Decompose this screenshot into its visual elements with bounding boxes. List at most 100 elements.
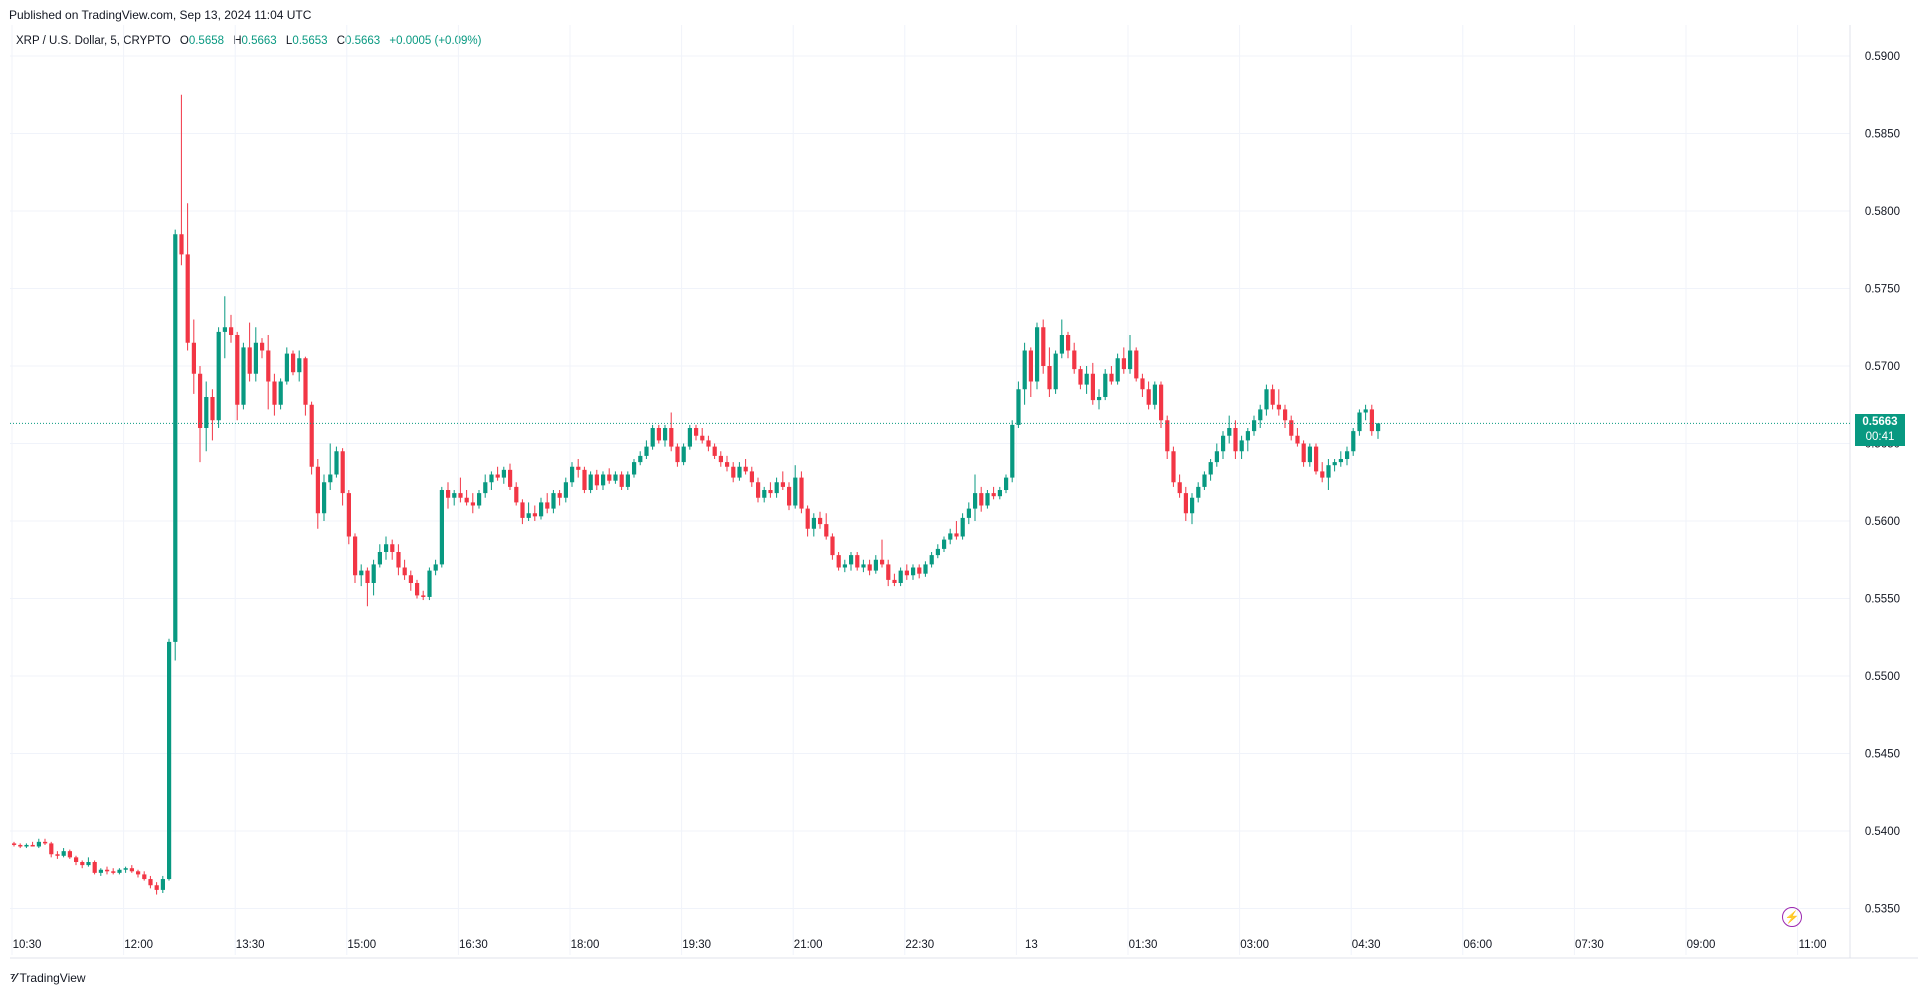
- candle: [353, 533, 358, 583]
- candle: [402, 559, 407, 580]
- candle: [204, 381, 209, 452]
- symbol-name[interactable]: XRP / U.S. Dollar, 5, CRYPTO: [16, 35, 171, 47]
- candle: [185, 203, 190, 351]
- candle-body: [1115, 358, 1120, 382]
- candle-body: [1059, 335, 1064, 354]
- candle: [991, 486, 996, 500]
- candle: [1140, 373, 1145, 397]
- y-tick-label: 0.5550: [1865, 594, 1900, 606]
- candle: [1369, 404, 1374, 436]
- x-tick-label: 13:30: [236, 939, 265, 951]
- x-tick-label: 16:30: [459, 939, 488, 951]
- candle: [1295, 428, 1300, 447]
- candle-body: [1295, 435, 1300, 444]
- candle: [1084, 366, 1089, 394]
- candle-body: [973, 493, 978, 509]
- candle: [700, 428, 705, 444]
- candle-body: [24, 844, 29, 847]
- open-label: O: [179, 35, 189, 47]
- candle: [830, 533, 835, 560]
- candle-body: [111, 871, 116, 873]
- y-tick-label: 0.5750: [1865, 284, 1900, 296]
- candle: [105, 866, 110, 875]
- candle-body: [222, 327, 227, 332]
- candle: [1283, 404, 1288, 428]
- candle-body: [18, 844, 23, 847]
- candle: [1028, 347, 1033, 397]
- candle: [508, 463, 513, 490]
- candle-body: [117, 869, 122, 873]
- candle: [532, 505, 537, 521]
- candle-body: [408, 575, 413, 583]
- candle: [1338, 451, 1343, 467]
- candle-body: [756, 482, 761, 498]
- candle: [235, 331, 240, 421]
- candle-body: [49, 843, 54, 855]
- candle: [489, 471, 494, 490]
- candle-body: [774, 482, 779, 494]
- candle-body: [464, 497, 469, 503]
- candle: [1314, 443, 1319, 475]
- candle: [898, 567, 903, 587]
- candle: [303, 356, 308, 416]
- x-tick-label: 22:30: [905, 939, 934, 951]
- candle-body: [359, 570, 364, 576]
- candle: [43, 838, 48, 845]
- candle: [191, 319, 196, 394]
- candle-body: [210, 397, 215, 421]
- candle: [315, 459, 320, 529]
- candle-body: [74, 857, 79, 862]
- candle-body: [793, 477, 798, 506]
- candle: [793, 465, 798, 509]
- candle-body: [1357, 412, 1362, 432]
- candle-body: [619, 474, 624, 487]
- candle-body: [229, 327, 234, 335]
- candle-body: [396, 552, 401, 568]
- candle-body: [235, 335, 240, 405]
- lightning-icon[interactable]: ⚡: [1782, 907, 1802, 927]
- candle-body: [1245, 431, 1250, 441]
- x-tick-label: 10:30: [13, 939, 42, 951]
- candle: [1252, 415, 1257, 436]
- candle-body: [966, 508, 971, 518]
- candle: [1183, 486, 1188, 521]
- candle-body: [483, 482, 488, 494]
- x-tick-label: 01:30: [1129, 939, 1158, 951]
- candle: [650, 424, 655, 450]
- candle-body: [439, 490, 444, 565]
- candle-body: [1084, 373, 1089, 385]
- candle-body: [43, 841, 48, 844]
- candle: [718, 451, 723, 467]
- candle-body: [284, 353, 289, 382]
- candle: [253, 327, 258, 382]
- candle-body: [1214, 451, 1219, 463]
- candle-body: [929, 555, 934, 565]
- candle: [117, 868, 122, 875]
- candle-body: [272, 381, 277, 405]
- candle: [179, 94, 184, 266]
- candle-body: [1140, 378, 1145, 390]
- candle-body: [582, 469, 587, 490]
- price-axis[interactable]: 0.59000.58500.58000.57500.57000.56500.56…: [1865, 51, 1900, 916]
- candle-body: [1004, 477, 1009, 490]
- footer-brand[interactable]: ⁷⁄ TradingView: [10, 970, 86, 985]
- candle: [173, 229, 178, 661]
- candle-body: [1165, 420, 1170, 452]
- candle-body: [737, 466, 742, 478]
- candle-body: [55, 854, 60, 856]
- current-price-label: 0.5663: [1862, 416, 1898, 428]
- candle: [787, 482, 792, 511]
- candle-body: [954, 533, 959, 537]
- candle-body: [1208, 462, 1213, 475]
- candle-body: [371, 564, 376, 583]
- candle-body: [1047, 366, 1052, 390]
- candle: [737, 462, 742, 481]
- candle: [501, 466, 506, 484]
- candle: [762, 486, 767, 503]
- candle-body: [470, 502, 475, 506]
- candle-body: [694, 428, 699, 436]
- candle-body: [136, 871, 141, 875]
- time-axis[interactable]: 10:30 12:00 13:30 15:00 16:30 18:00 19:30 21:00…: [13, 939, 1827, 951]
- tradingview-logo-icon: ⁷⁄: [10, 970, 16, 985]
